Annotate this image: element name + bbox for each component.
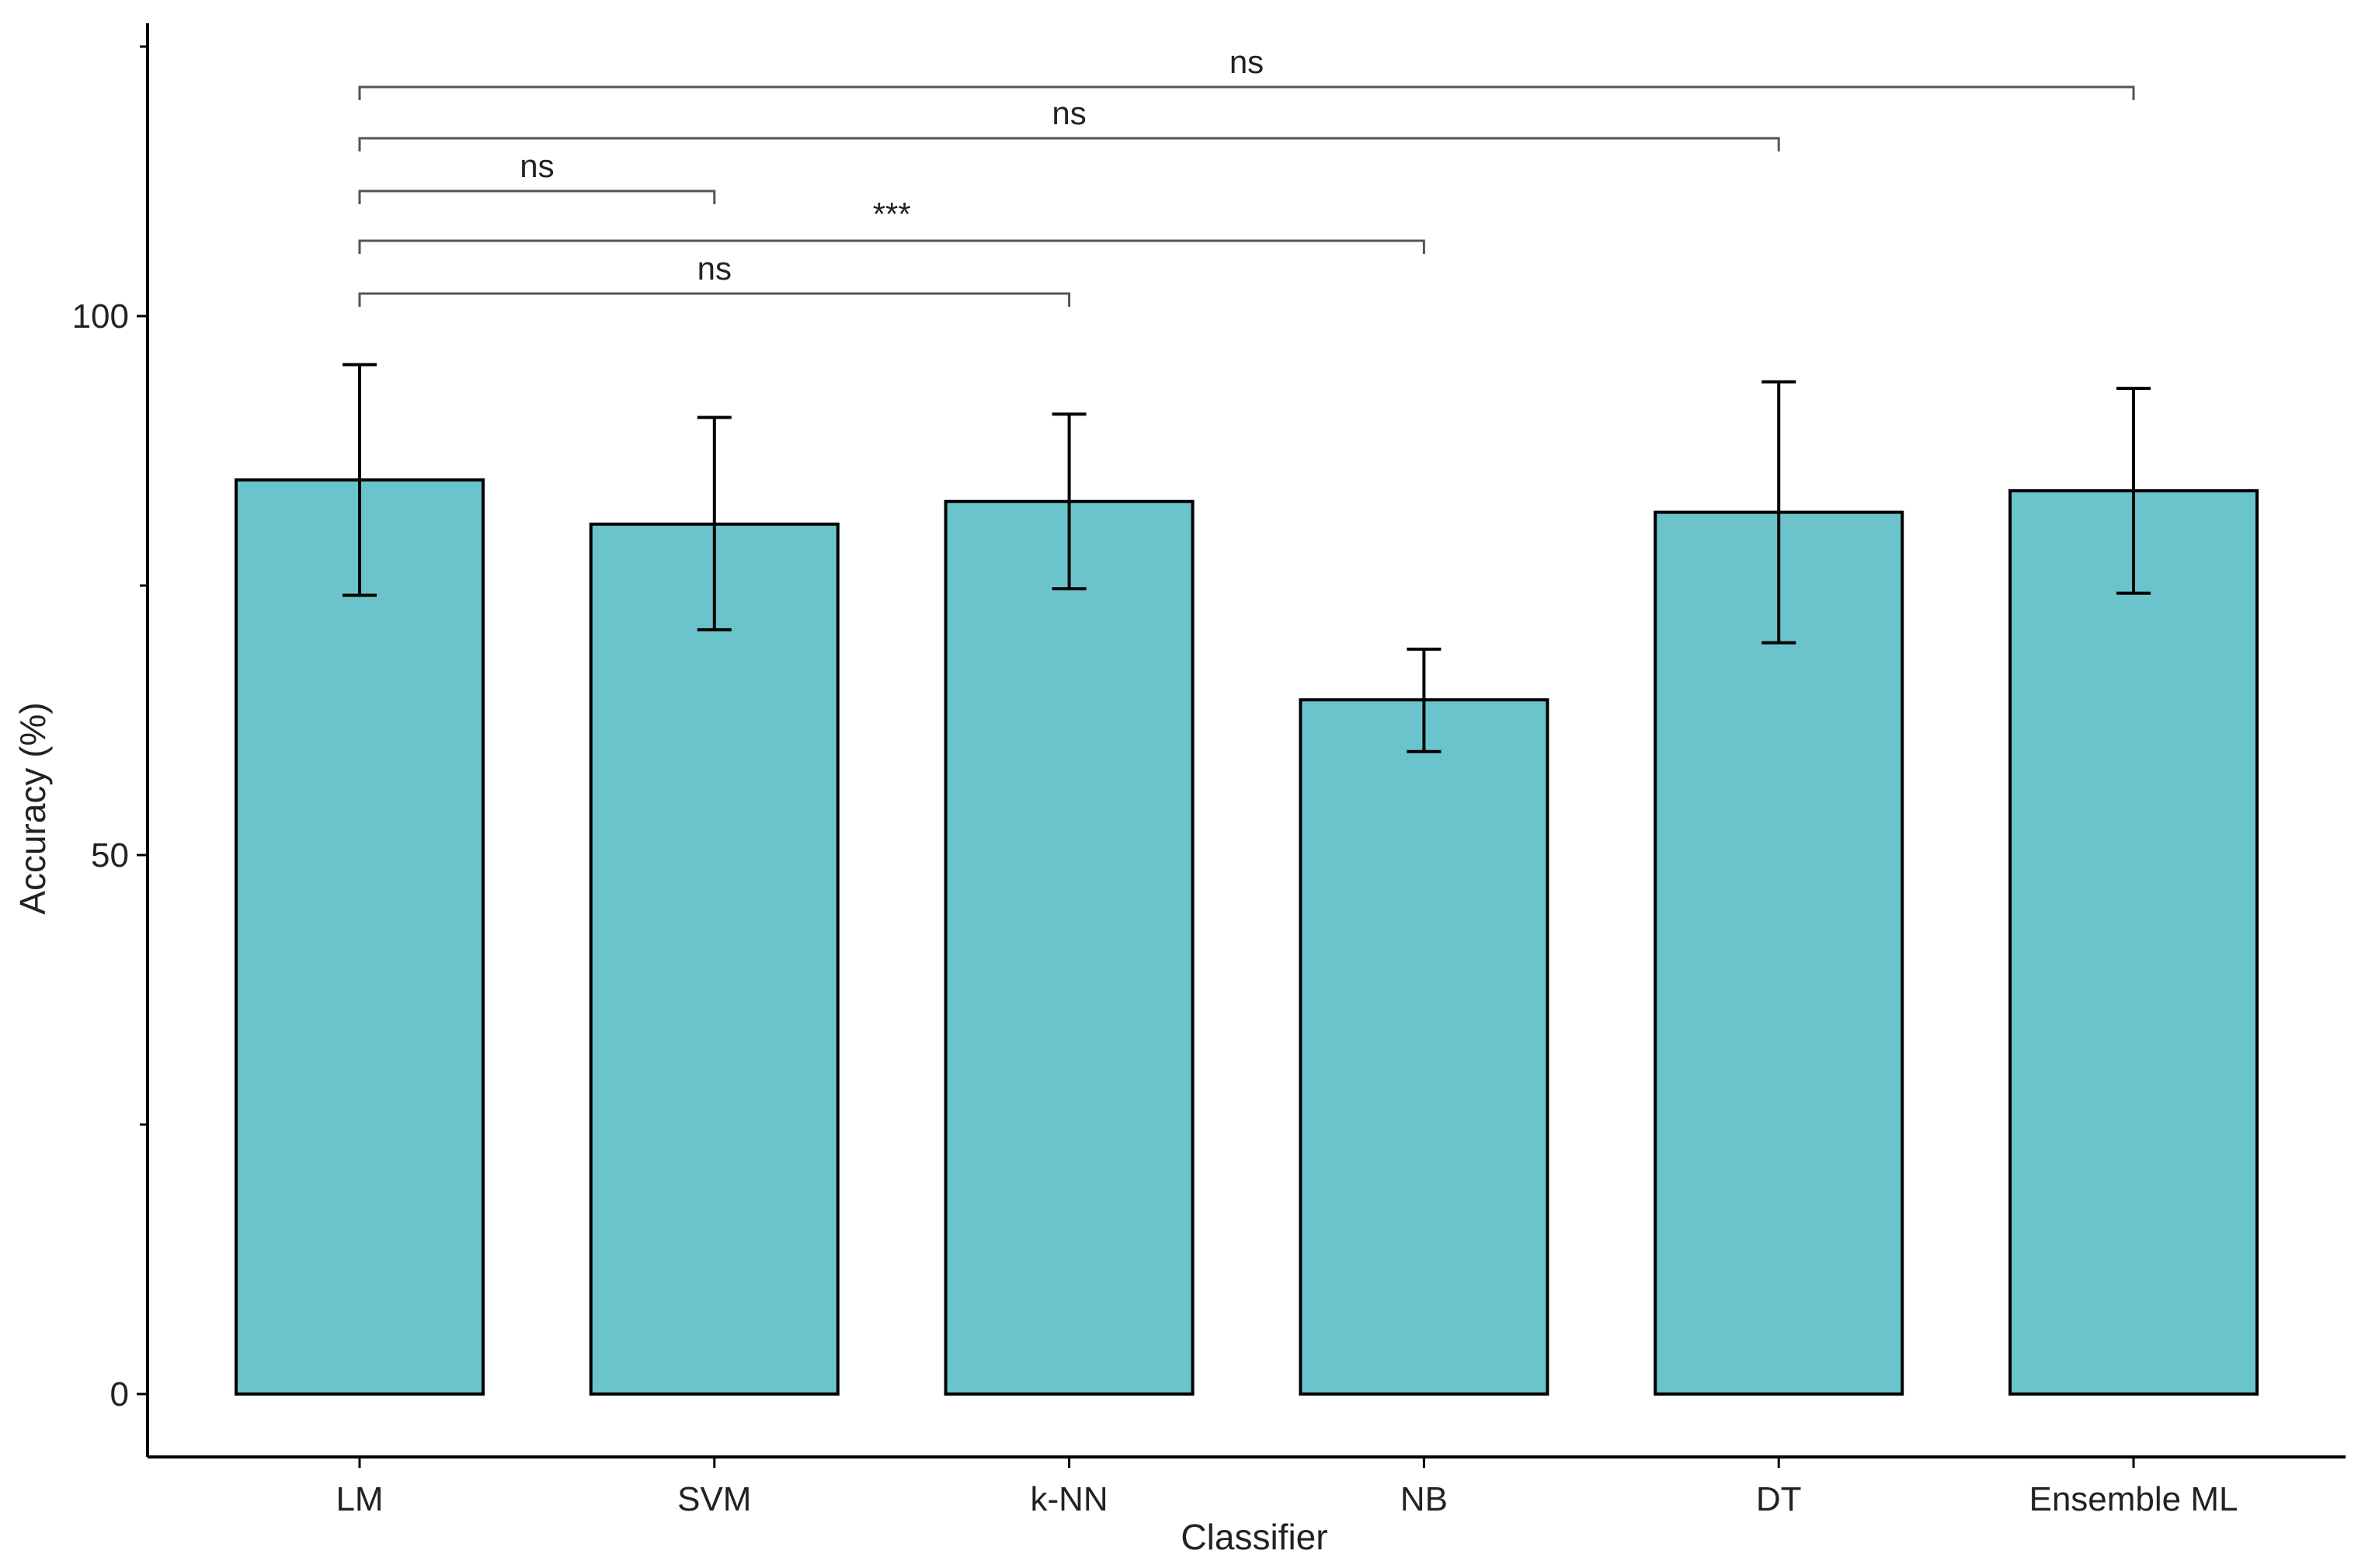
bracket-line — [358, 85, 2135, 100]
error-bar — [1052, 412, 1087, 591]
axes-layer: LM SVM k-NN NB DT Ensemble ML 0 50 100 — [72, 23, 2346, 1518]
significance-layer: ns *** ns ns ns — [358, 43, 2135, 307]
significance-bracket: ns — [358, 43, 2135, 100]
significance-bracket: ns — [358, 148, 716, 204]
error-bars-layer — [343, 363, 2151, 753]
y-tick-label: 0 — [110, 1375, 129, 1413]
x-tick-label: SVM — [677, 1480, 751, 1518]
bar-lm — [235, 478, 485, 1396]
significance-label: ns — [697, 250, 732, 287]
bar-nb — [1299, 698, 1549, 1396]
x-tick-label: NB — [1400, 1480, 1448, 1518]
x-tick-label: Ensemble ML — [2029, 1480, 2238, 1518]
error-bar — [1407, 647, 1442, 753]
significance-bracket: ns — [358, 95, 1780, 151]
x-tick-label: LM — [336, 1480, 383, 1518]
significance-label: ns — [1229, 43, 1264, 80]
significance-label: *** — [873, 196, 911, 232]
error-bar — [2116, 386, 2151, 595]
significance-bracket: ns — [358, 250, 1071, 307]
error-bar — [343, 363, 377, 597]
bracket-line — [358, 239, 1425, 254]
bar-k-nn — [944, 499, 1195, 1396]
y-axis-title: Accuracy (%) — [12, 702, 53, 914]
error-bar — [1762, 380, 1796, 645]
bar-svm — [589, 522, 840, 1396]
error-bar — [697, 415, 732, 631]
y-tick-label: 50 — [91, 836, 129, 874]
significance-label: ns — [1052, 95, 1086, 131]
bar-ensemble-ml — [2008, 488, 2259, 1396]
significance-label: ns — [520, 148, 554, 184]
x-tick-label: DT — [1756, 1480, 1802, 1518]
bracket-line — [358, 189, 716, 204]
bar-dt — [1654, 510, 1904, 1396]
significance-bracket: *** — [358, 196, 1425, 254]
y-tick-label: 100 — [72, 297, 129, 336]
x-axis-title: Classifier — [1181, 1517, 1327, 1557]
x-tick-label: k-NN — [1030, 1480, 1108, 1518]
bracket-line — [358, 292, 1071, 307]
bars-layer — [235, 478, 2259, 1396]
bracket-line — [358, 137, 1780, 151]
